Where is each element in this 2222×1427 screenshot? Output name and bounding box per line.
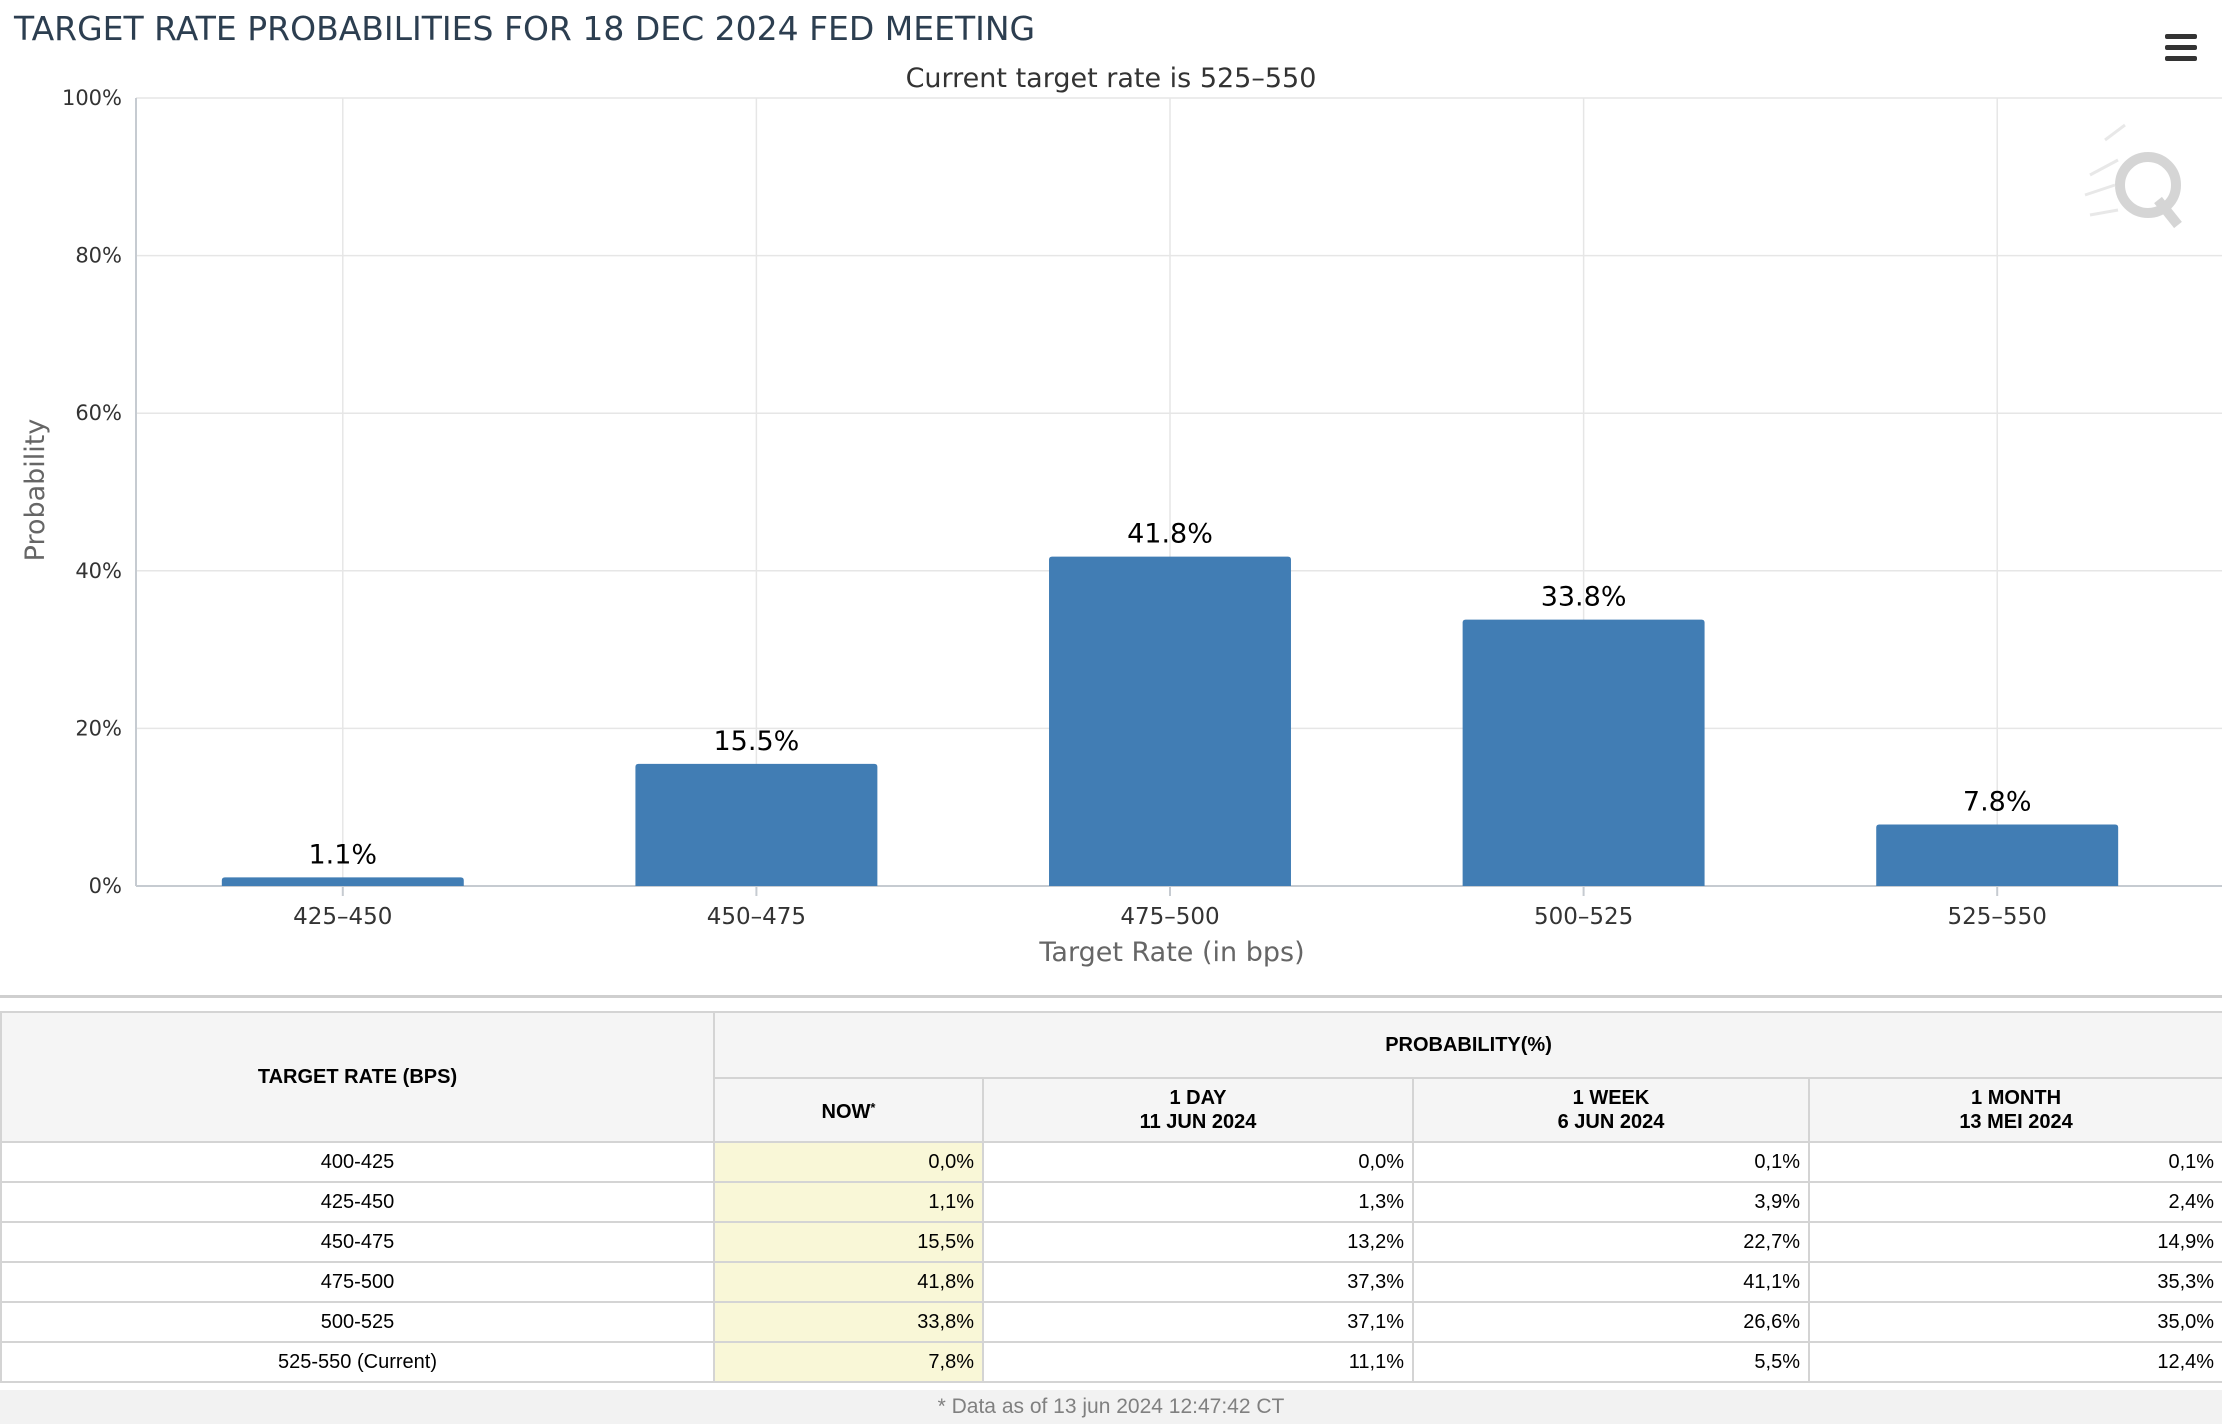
table-row: 425-450 1,1% 1,3% 3,9% 2,4% bbox=[0, 1181, 2222, 1223]
cell-now: 41,8% bbox=[713, 1261, 984, 1303]
header-1-week: 1 WEEK 6 JUN 2024 bbox=[1412, 1077, 1810, 1143]
x-tick-label: 500–525 bbox=[1534, 904, 1633, 930]
y-tick-label: 60% bbox=[75, 401, 122, 425]
y-tick-label: 20% bbox=[75, 716, 122, 740]
q-logo-watermark bbox=[2084, 123, 2182, 229]
cell-1-week: 26,6% bbox=[1412, 1301, 1810, 1343]
cell-now: 0,0% bbox=[713, 1141, 984, 1183]
x-axis-title: Target Rate (in bps) bbox=[1038, 937, 1304, 968]
header-probability-group: PROBABILITY(%) bbox=[712, 1011, 2222, 1079]
cell-1-day: 13,2% bbox=[982, 1221, 1414, 1263]
chart-title: TARGET RATE PROBABILITIES FOR 18 DEC 202… bbox=[13, 9, 1035, 48]
cell-1-week: 41,1% bbox=[1412, 1261, 1810, 1303]
chart-subtitle: Current target rate is 525–550 bbox=[906, 63, 1317, 94]
x-tick-label: 450–475 bbox=[707, 904, 806, 930]
header-1-month: 1 MONTH 13 MEI 2024 bbox=[1807, 1077, 2222, 1143]
cell-1-week: 5,5% bbox=[1412, 1341, 1810, 1383]
cell-1-week: 0,1% bbox=[1412, 1141, 1810, 1183]
data-label: 41.8% bbox=[1127, 519, 1213, 550]
cell-rate: 500-525 bbox=[0, 1301, 715, 1343]
x-tick-label: 525–550 bbox=[1948, 904, 2047, 930]
table-row: 525-550 (Current) 7,8% 11,1% 5,5% 12,4% bbox=[0, 1341, 2222, 1383]
cell-now: 15,5% bbox=[713, 1221, 984, 1263]
cell-rate: 400-425 bbox=[0, 1141, 715, 1183]
probability-table-section: TARGET RATE (BPS) PROBABILITY(%) NOW* 1 … bbox=[0, 995, 2222, 1427]
cell-1-day: 11,1% bbox=[982, 1341, 1414, 1383]
cell-1-day: 37,1% bbox=[982, 1301, 1414, 1343]
cell-1-week: 3,9% bbox=[1412, 1181, 1810, 1223]
table-row: 450-475 15,5% 13,2% 22,7% 14,9% bbox=[0, 1221, 2222, 1263]
grid-lines bbox=[135, 97, 2222, 887]
table-row: 400-425 0,0% 0,0% 0,1% 0,1% bbox=[0, 1141, 2222, 1183]
bar-525–550[interactable] bbox=[1876, 824, 2119, 886]
cell-1-month: 35,3% bbox=[1807, 1261, 2222, 1303]
cell-rate: 475-500 bbox=[0, 1261, 715, 1303]
header-1-week-date: 6 JUN 2024 bbox=[1557, 1111, 1665, 1133]
cell-1-day: 0,0% bbox=[982, 1141, 1414, 1183]
cell-rate: 425-450 bbox=[0, 1181, 715, 1223]
header-target-rate: TARGET RATE (BPS) bbox=[0, 1011, 715, 1143]
hamburger-menu-icon[interactable] bbox=[2160, 30, 2202, 68]
cell-now: 33,8% bbox=[713, 1301, 984, 1343]
data-timestamp-footnote: * Data as of 13 jun 2024 12:47:42 CT bbox=[0, 1390, 2222, 1424]
header-1-month-label: 1 MONTH bbox=[1971, 1087, 2062, 1109]
header-1-week-label: 1 WEEK bbox=[1572, 1087, 1650, 1109]
x-axis-ticks: 425–450 450–475 475–500 500–525 525–550 bbox=[293, 886, 2047, 930]
header-now: NOW* bbox=[713, 1077, 984, 1143]
data-labels: 1.1% 15.5% 41.8% 33.8% 7.8% bbox=[308, 519, 2031, 871]
y-axis-title: Probability bbox=[20, 419, 51, 562]
bars bbox=[221, 556, 2119, 886]
cell-1-month: 14,9% bbox=[1807, 1221, 2222, 1263]
data-label: 7.8% bbox=[1963, 787, 2032, 818]
cell-now: 1,1% bbox=[713, 1181, 984, 1223]
data-label: 15.5% bbox=[714, 726, 800, 757]
probability-table: TARGET RATE (BPS) PROBABILITY(%) NOW* 1 … bbox=[0, 1011, 2222, 1383]
bar-chart: TARGET RATE PROBABILITIES FOR 18 DEC 202… bbox=[13, 9, 2222, 968]
cell-1-month: 0,1% bbox=[1807, 1141, 2222, 1183]
header-now-label: NOW bbox=[821, 1101, 871, 1123]
cell-1-month: 2,4% bbox=[1807, 1181, 2222, 1223]
header-1-month-date: 13 MEI 2024 bbox=[1959, 1111, 2073, 1133]
x-tick-label: 475–500 bbox=[1120, 904, 1219, 930]
y-tick-label: 80% bbox=[75, 244, 122, 268]
cell-rate: 450-475 bbox=[0, 1221, 715, 1263]
header-now-mark: * bbox=[870, 1100, 876, 1115]
bar-500–525[interactable] bbox=[1462, 619, 1705, 886]
y-tick-label: 100% bbox=[62, 86, 122, 110]
cell-1-day: 1,3% bbox=[982, 1181, 1414, 1223]
header-1-day: 1 DAY 11 JUN 2024 bbox=[982, 1077, 1414, 1143]
y-axis-ticks: 0% 20% 40% 60% 80% 100% bbox=[62, 86, 122, 898]
table-row: 475-500 41,8% 37,3% 41,1% 35,3% bbox=[0, 1261, 2222, 1303]
cell-rate: 525-550 (Current) bbox=[0, 1341, 715, 1383]
chart-area: TARGET RATE PROBABILITIES FOR 18 DEC 202… bbox=[13, 9, 2222, 968]
bar-450–475[interactable] bbox=[635, 763, 878, 886]
data-label: 1.1% bbox=[308, 839, 377, 870]
bar-425–450[interactable] bbox=[221, 877, 464, 886]
header-1-day-date: 11 JUN 2024 bbox=[1139, 1111, 1257, 1133]
y-tick-label: 0% bbox=[89, 874, 122, 898]
y-tick-label: 40% bbox=[75, 559, 122, 583]
cell-now: 7,8% bbox=[713, 1341, 984, 1383]
header-1-day-label: 1 DAY bbox=[1169, 1087, 1227, 1109]
cell-1-month: 35,0% bbox=[1807, 1301, 2222, 1343]
x-tick-label: 425–450 bbox=[293, 904, 392, 930]
cell-1-day: 37,3% bbox=[982, 1261, 1414, 1303]
data-label: 33.8% bbox=[1541, 582, 1627, 613]
cell-1-month: 12,4% bbox=[1807, 1341, 2222, 1383]
cell-1-week: 22,7% bbox=[1412, 1221, 1810, 1263]
bar-475–500[interactable] bbox=[1049, 556, 1291, 886]
table-row: 500-525 33,8% 37,1% 26,6% 35,0% bbox=[0, 1301, 2222, 1343]
